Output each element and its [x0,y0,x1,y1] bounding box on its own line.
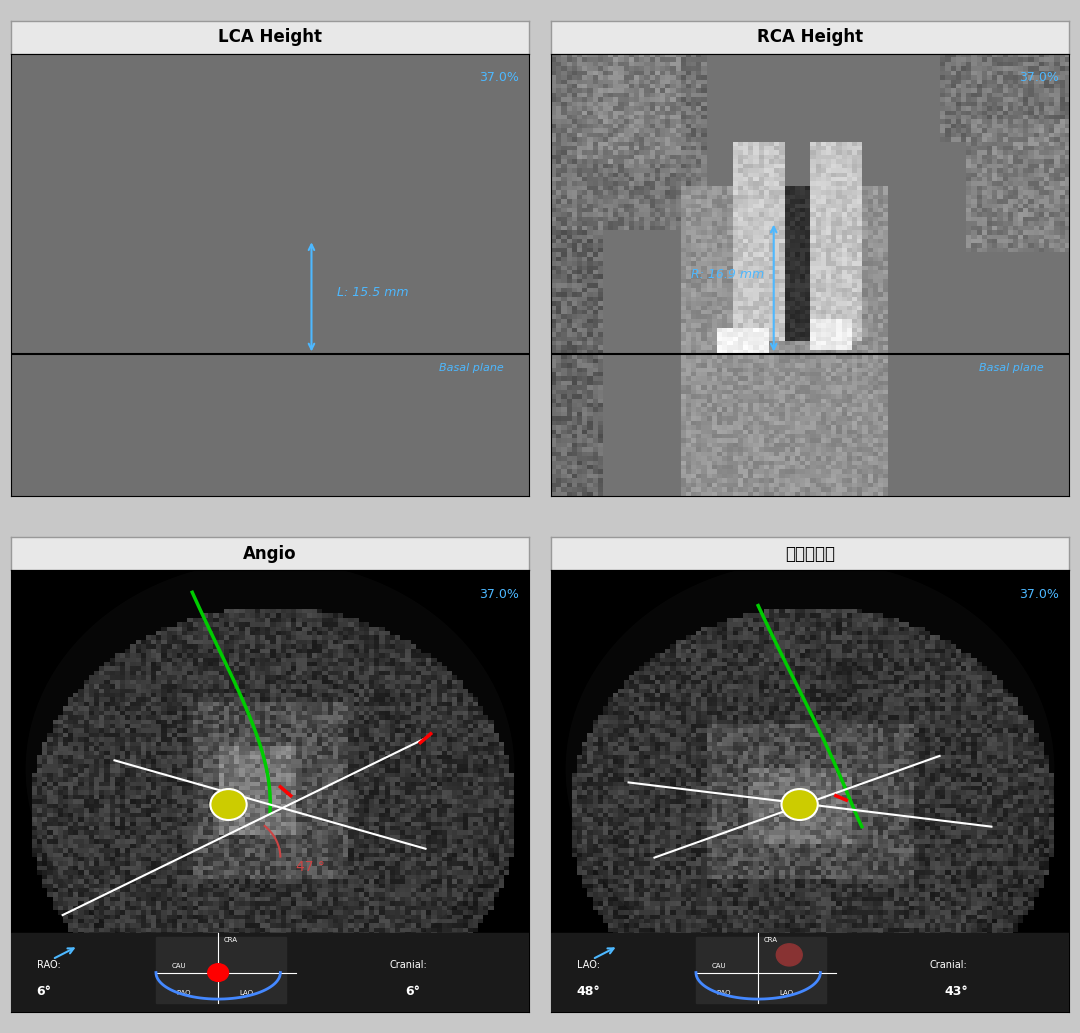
Circle shape [566,561,1054,977]
Text: 37.0%: 37.0% [1018,71,1058,85]
Text: LAO: LAO [239,990,253,996]
Text: RAO:: RAO: [37,960,60,970]
Text: 43°: 43° [945,984,969,998]
Text: 左冠切线位: 左冠切线位 [785,544,835,563]
Bar [696,937,825,1003]
Text: CAU: CAU [712,963,726,969]
Circle shape [211,789,246,820]
Text: LCA Height: LCA Height [218,28,322,46]
Circle shape [207,964,229,981]
Text: R: 16.9 mm: R: 16.9 mm [691,269,764,281]
Bar [156,937,285,1003]
Text: LAO: LAO [779,990,793,996]
Text: Cranial:: Cranial: [389,960,427,970]
Text: Basal plane: Basal plane [978,364,1043,373]
Text: RCA Height: RCA Height [757,28,863,46]
Text: 6°: 6° [405,984,420,998]
Text: 6°: 6° [37,984,52,998]
Text: RAO: RAO [717,990,731,996]
Bar [11,933,529,1012]
Text: CRA: CRA [764,937,778,942]
Text: L: 15.5 mm: L: 15.5 mm [337,286,409,299]
Text: RAO: RAO [177,990,191,996]
Text: 37.0%: 37.0% [478,588,518,601]
Circle shape [782,789,818,820]
Text: CRA: CRA [224,937,238,942]
Text: Basal plane: Basal plane [438,364,503,373]
Circle shape [777,944,802,966]
Text: 37.0%: 37.0% [478,71,518,85]
Text: Cranial:: Cranial: [929,960,967,970]
Circle shape [26,561,514,977]
Text: 37.0%: 37.0% [1018,588,1058,601]
Bar [551,933,1069,1012]
Text: 47 °: 47 ° [296,859,325,874]
Text: CAU: CAU [172,963,186,969]
Text: LAO:: LAO: [577,960,599,970]
Text: 48°: 48° [577,984,600,998]
Text: Angio: Angio [243,544,297,563]
